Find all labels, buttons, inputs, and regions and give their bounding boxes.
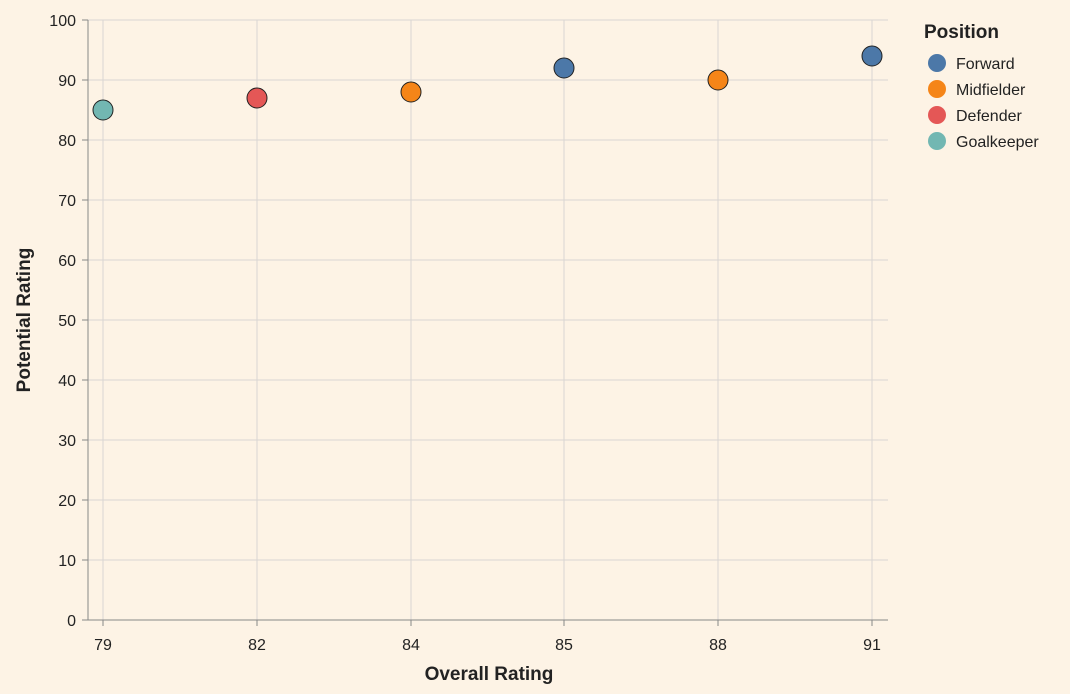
legend-label-midfielder: Midfielder: [956, 82, 1026, 99]
x-axis-title: Overall Rating: [425, 664, 554, 685]
x-tick-label: 91: [863, 637, 881, 654]
y-tick-label: 40: [58, 373, 76, 390]
gridlines: [88, 19, 888, 621]
legend-swatch-forward: [928, 54, 946, 72]
y-tick-label: 100: [49, 13, 76, 30]
data-points: [92, 45, 883, 121]
y-tick-label: 80: [58, 133, 76, 150]
y-axis-title: Potential Rating: [14, 248, 35, 393]
x-tick-label: 79: [94, 637, 112, 654]
x-tick-label: 85: [555, 637, 573, 654]
y-tick-label: 90: [58, 73, 76, 90]
y-tick-label: 70: [58, 193, 76, 210]
legend-swatch-defender: [928, 106, 946, 124]
x-tick-label: 88: [709, 637, 727, 654]
data-point-defender: [246, 87, 268, 109]
x-tick-label: 82: [248, 637, 266, 654]
legend-swatch-midfielder: [928, 80, 946, 98]
data-point-forward: [861, 45, 883, 67]
x-axis-ticks: 79 82 84 85 88 91: [94, 620, 881, 654]
y-axis-ticks: 0 10 20 30 40 50 60 70 80 90 100: [49, 13, 88, 630]
y-tick-label: 0: [67, 613, 76, 630]
data-point-forward: [553, 57, 575, 79]
y-tick-label: 50: [58, 313, 76, 330]
data-point-midfielder: [707, 69, 729, 91]
data-point-goalkeeper: [92, 99, 114, 121]
legend-label-goalkeeper: Goalkeeper: [956, 134, 1039, 151]
data-point-midfielder: [400, 81, 422, 103]
legend: Position Forward Midfielder Defender Goalke…: [924, 22, 1039, 151]
legend-label-defender: Defender: [956, 108, 1022, 125]
y-tick-label: 10: [58, 553, 76, 570]
legend-title: Position: [924, 22, 999, 43]
y-tick-label: 60: [58, 253, 76, 270]
legend-label-forward: Forward: [956, 56, 1015, 73]
y-tick-label: 20: [58, 493, 76, 510]
y-tick-label: 30: [58, 433, 76, 450]
legend-entries: Forward Midfielder Defender Goalkeeper: [928, 54, 1039, 151]
x-tick-label: 84: [402, 637, 420, 654]
legend-swatch-goalkeeper: [928, 132, 946, 150]
